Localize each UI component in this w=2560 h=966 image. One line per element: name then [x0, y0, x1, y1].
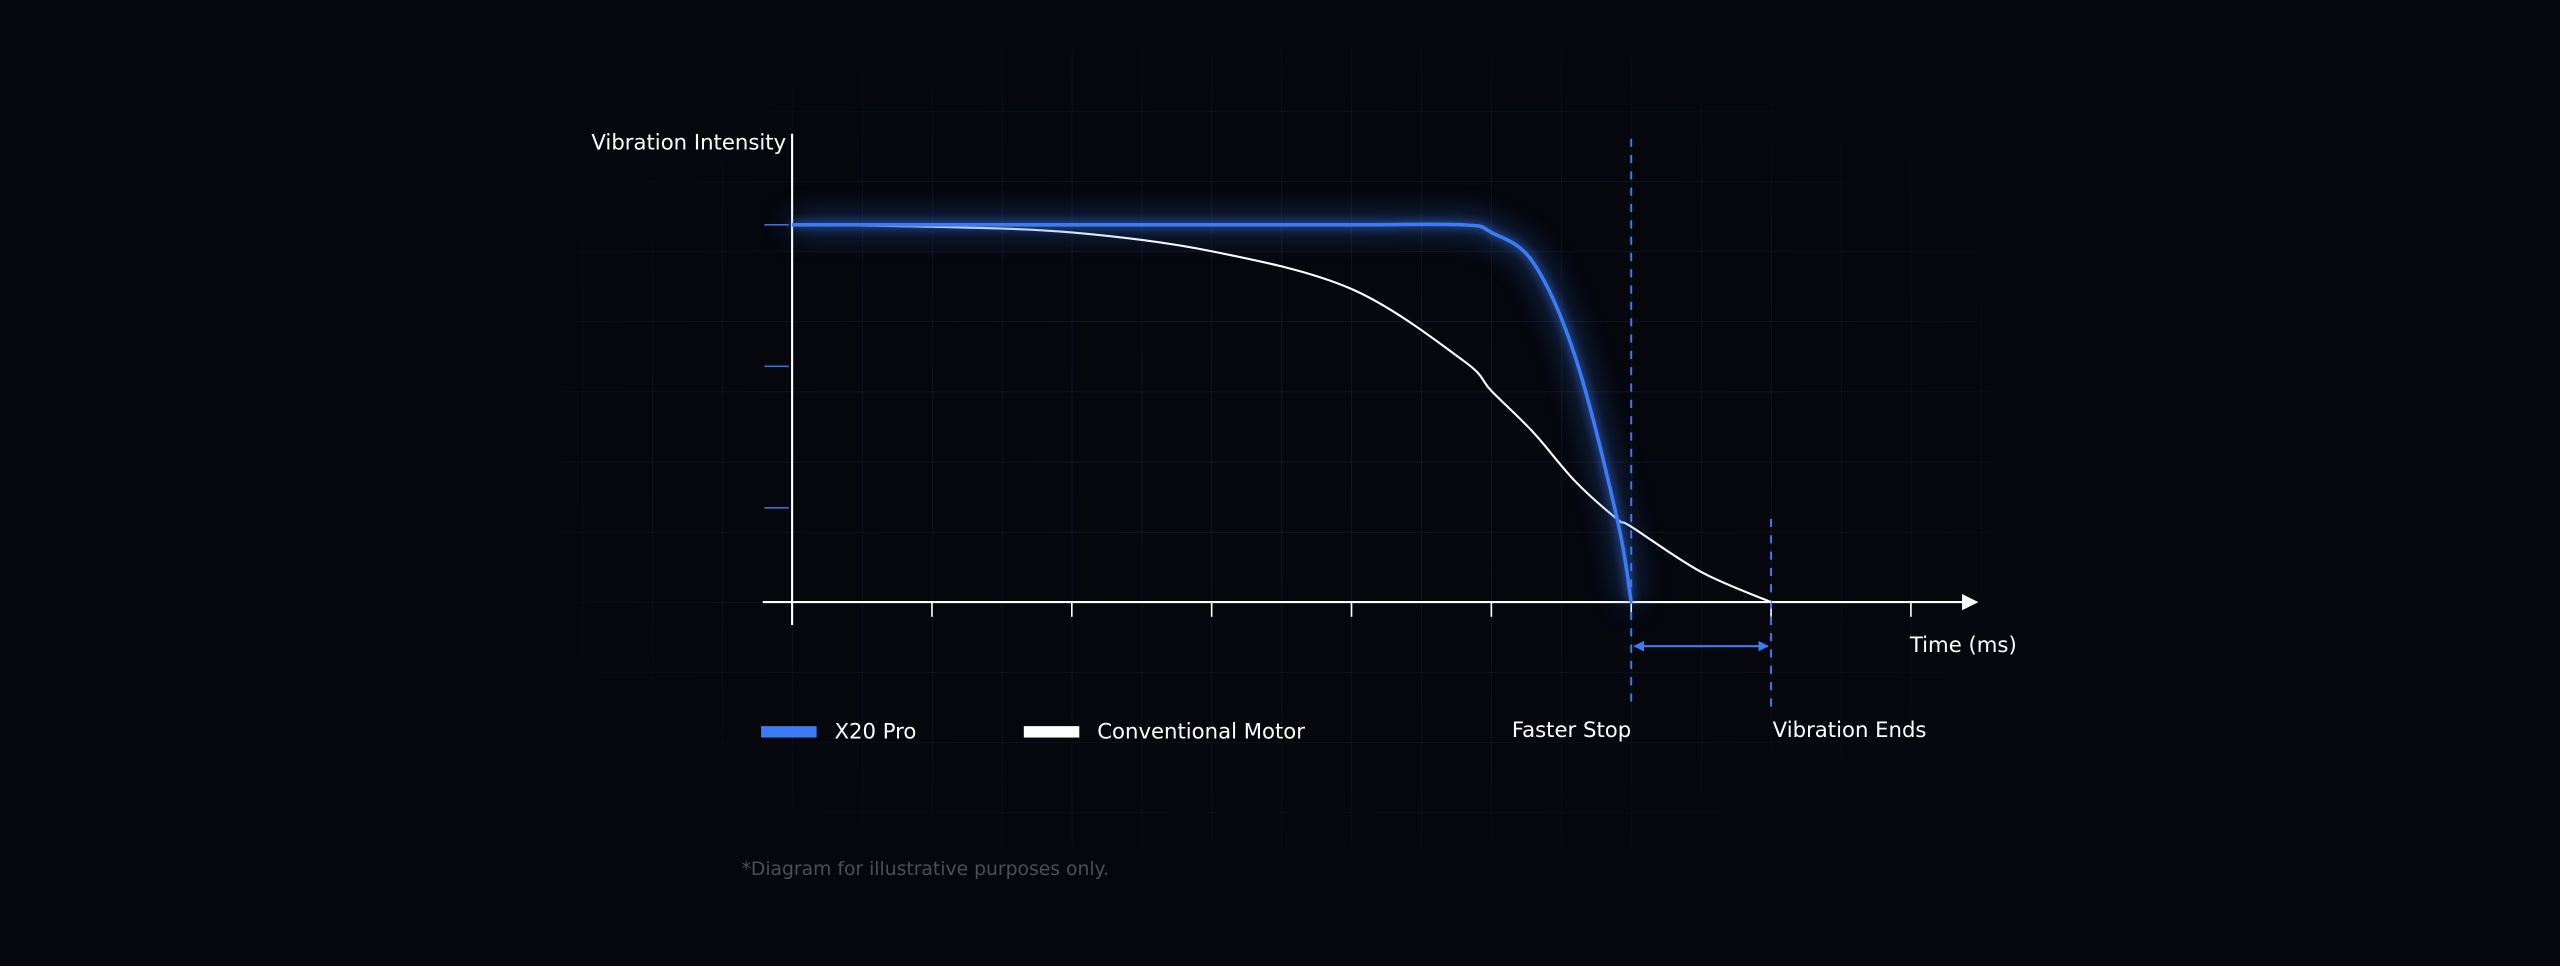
legend-label: Conventional Motor — [1097, 720, 1305, 745]
legend-swatch — [1023, 726, 1080, 738]
legend-swatch — [761, 726, 817, 738]
footnote: *Diagram for illustrative purposes only. — [742, 859, 1109, 880]
annotation-label: Vibration Ends — [1773, 718, 1927, 743]
x-axis-arrow — [1962, 593, 1979, 611]
annotation-label: Faster Stop — [1512, 718, 1631, 743]
series-line — [792, 222, 1633, 603]
y-axis-label: Vibration Intensity — [591, 131, 786, 156]
background-grid — [555, 48, 1992, 849]
legend-label: X20 Pro — [835, 720, 917, 745]
series-line — [792, 223, 1772, 604]
x-axis-label: Time (ms) — [1909, 633, 2017, 658]
